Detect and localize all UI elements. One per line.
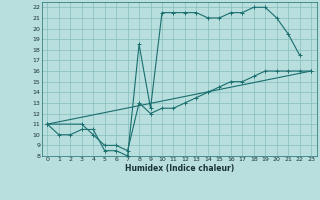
X-axis label: Humidex (Indice chaleur): Humidex (Indice chaleur)	[124, 164, 234, 173]
